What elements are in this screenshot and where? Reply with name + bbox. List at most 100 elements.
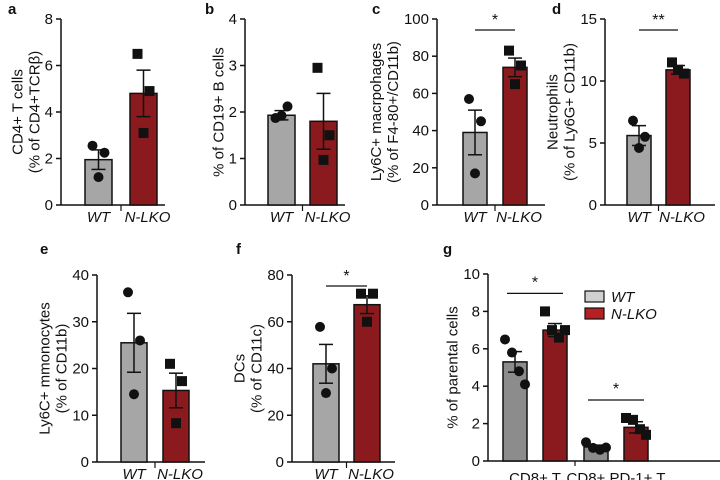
- panel-a: a 0 2 4 6 8 CD4+ T cells (% of CD4+TCRβ) WT N-LKO: [8, 1, 171, 226]
- panel-f: f 0 20 40 60 80 DCs (% of CD11c) WT N-LKO *: [232, 241, 395, 480]
- x-category-label: N-LKO: [659, 209, 705, 226]
- wt-point: [276, 110, 287, 121]
- y-tick-label: 0: [589, 197, 597, 214]
- nlko-point: [177, 376, 187, 387]
- nlko-point: [679, 68, 689, 79]
- y-axis-label: % of CD19+ B cells: [210, 47, 227, 177]
- y-axis-label: (% of CD4+TCRβ): [26, 51, 43, 173]
- y-axis-label: Ly6C+ mmonocytes: [37, 302, 54, 434]
- significance-marker: *: [613, 381, 619, 398]
- panel-b: b 0 1 2 3 4 % of CD19+ B cells WT N-LKO: [205, 1, 351, 226]
- significance-marker: *: [532, 274, 538, 291]
- nlko-point: [362, 316, 372, 327]
- wt-point: [87, 140, 98, 151]
- y-tick-label: 20: [72, 361, 89, 378]
- x-category-label: N-LKO: [157, 466, 203, 480]
- y-tick-label: 0: [472, 453, 480, 470]
- nlko-point: [138, 127, 149, 138]
- wt-point: [123, 287, 133, 298]
- legend-swatch-nlko: [584, 307, 605, 320]
- wt-point: [327, 363, 337, 374]
- y-tick-label: 40: [412, 123, 429, 140]
- x-category-label: CD8+ T: [509, 470, 561, 480]
- y-tick-label: 1: [229, 151, 237, 168]
- nlko-point: [547, 325, 557, 336]
- wt-point: [99, 147, 110, 158]
- x-category-label: WT: [270, 209, 295, 226]
- y-tick-label: 60: [267, 314, 284, 331]
- y-tick-label: 60: [412, 85, 429, 102]
- y-tick-label: 4: [472, 378, 480, 395]
- wt-point: [470, 168, 480, 179]
- nlko-point: [554, 332, 564, 343]
- legend-swatch-wt: [584, 290, 605, 303]
- nlko-point: [132, 48, 143, 59]
- nlko-point: [673, 64, 683, 75]
- y-tick-label: 2: [229, 104, 237, 121]
- y-axis-label: Ly6C+ macrpohages: [368, 43, 385, 181]
- wt-point: [601, 442, 611, 453]
- nlko-point: [368, 288, 378, 299]
- significance-marker: *: [343, 268, 349, 285]
- y-tick-label: 0: [421, 197, 429, 214]
- wt-point: [129, 389, 139, 400]
- y-tick-label: 40: [72, 267, 89, 284]
- wt-point: [93, 172, 104, 183]
- y-tick-label: 100: [404, 11, 429, 28]
- y-axis-label: (% of Ly6G+ CD11b): [562, 43, 579, 181]
- legend-label: N-LKO: [611, 306, 657, 323]
- y-tick-label: 6: [472, 341, 480, 358]
- wt-point: [514, 366, 524, 377]
- y-tick-label: 2: [45, 151, 53, 168]
- y-tick-label: 2: [472, 416, 480, 433]
- y-tick-label: 3: [229, 58, 237, 75]
- y-tick-label: 6: [45, 58, 53, 75]
- wt-point: [520, 379, 530, 390]
- nlko-point: [667, 57, 677, 68]
- legend: WTN-LKO: [584, 289, 657, 323]
- y-tick-label: 0: [81, 454, 89, 471]
- nlko-point: [621, 412, 631, 423]
- x-category-label: WT: [87, 209, 112, 226]
- nlko-point: [516, 60, 526, 71]
- x-category-label: N-LKO: [348, 466, 394, 480]
- y-tick-label: 4: [45, 104, 53, 121]
- nlko-point: [560, 325, 570, 336]
- legend-label: WT: [611, 289, 636, 306]
- y-tick-label: 40: [267, 361, 284, 378]
- y-axis-label: (% of CD11b): [54, 324, 71, 414]
- y-tick-label: 80: [267, 267, 284, 284]
- y-tick-label: 0: [276, 454, 284, 471]
- wt-point: [135, 335, 145, 346]
- wt-point: [315, 321, 325, 332]
- wt-point: [628, 115, 638, 126]
- nlko-point: [312, 62, 323, 73]
- y-axis-label: (% of F4-80+/CD11b): [385, 41, 402, 183]
- y-tick-label: 8: [45, 11, 53, 28]
- y-tick-label: 30: [72, 314, 89, 331]
- bar-wt: [267, 114, 296, 206]
- nlko-point: [144, 86, 155, 97]
- panel-letter: d: [552, 1, 561, 18]
- x-category-label: WT: [627, 209, 652, 226]
- y-axis-label: DCs: [232, 354, 249, 383]
- panel-letter: f: [236, 241, 242, 258]
- y-tick-label: 20: [267, 407, 284, 424]
- x-category-label: N-LKO: [305, 209, 351, 226]
- y-tick-label: 0: [229, 197, 237, 214]
- nlko-point: [324, 130, 335, 141]
- significance-marker: *: [492, 12, 498, 29]
- panel-e: e 0 10 20 30 40 Ly6C+ mmonocytes (% of CD11b) WT…: [37, 241, 205, 480]
- y-tick-label: 5: [589, 135, 597, 152]
- wt-point: [321, 388, 331, 399]
- y-tick-label: 8: [472, 303, 480, 320]
- wt-point: [282, 101, 293, 112]
- panel-d: d 0 5 10 15 Neutrophils (% of Ly6G+ CD11b) WT N-…: [545, 1, 715, 226]
- wt-point: [634, 142, 644, 153]
- wt-point: [581, 437, 591, 448]
- y-tick-label: 15: [580, 11, 597, 28]
- panel-letter: a: [8, 1, 17, 18]
- panel-letter: e: [40, 241, 48, 258]
- y-axis-label: (% of CD11c): [249, 324, 266, 413]
- nlko-point: [510, 79, 520, 90]
